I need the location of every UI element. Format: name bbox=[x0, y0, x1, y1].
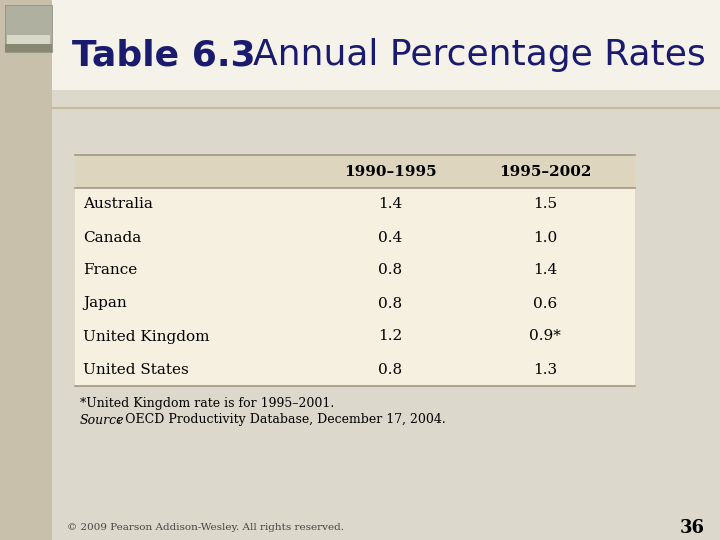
Bar bbox=[75, 353, 635, 386]
Text: 0.8: 0.8 bbox=[378, 362, 402, 376]
Text: 1995–2002: 1995–2002 bbox=[499, 165, 591, 179]
Text: Canada: Canada bbox=[83, 231, 141, 245]
Text: © 2009 Pearson Addison-Wesley. All rights reserved.: © 2009 Pearson Addison-Wesley. All right… bbox=[67, 523, 344, 532]
Text: 0.8: 0.8 bbox=[378, 264, 402, 278]
Bar bbox=[75, 155, 635, 188]
Bar bbox=[75, 287, 635, 320]
Text: Source: Source bbox=[80, 414, 125, 427]
Text: 0.6: 0.6 bbox=[533, 296, 557, 310]
Text: 1.4: 1.4 bbox=[378, 198, 402, 212]
Bar bbox=[5, 5, 52, 52]
Bar bbox=[7, 35, 50, 50]
Bar bbox=[75, 221, 635, 254]
Text: France: France bbox=[83, 264, 138, 278]
Bar bbox=[75, 254, 635, 287]
Text: 1.4: 1.4 bbox=[533, 264, 557, 278]
Bar bbox=[75, 188, 635, 221]
Text: 0.4: 0.4 bbox=[378, 231, 402, 245]
Text: 1.3: 1.3 bbox=[533, 362, 557, 376]
Text: 0.8: 0.8 bbox=[378, 296, 402, 310]
Text: Table 6.3: Table 6.3 bbox=[72, 38, 256, 72]
Text: 1.5: 1.5 bbox=[533, 198, 557, 212]
Bar bbox=[75, 320, 635, 353]
Text: 36: 36 bbox=[680, 519, 705, 537]
Text: 1990–1995: 1990–1995 bbox=[343, 165, 436, 179]
Text: Australia: Australia bbox=[83, 198, 153, 212]
Text: 0.9*: 0.9* bbox=[529, 329, 561, 343]
Bar bbox=[52, 0, 720, 90]
Text: 1.2: 1.2 bbox=[378, 329, 402, 343]
Text: United Kingdom: United Kingdom bbox=[83, 329, 210, 343]
Text: Annual Percentage Rates: Annual Percentage Rates bbox=[230, 38, 706, 72]
Text: Japan: Japan bbox=[83, 296, 127, 310]
Bar bbox=[5, 44, 52, 52]
Text: *United Kingdom rate is for 1995–2001.: *United Kingdom rate is for 1995–2001. bbox=[80, 397, 334, 410]
Text: United States: United States bbox=[83, 362, 189, 376]
Text: : OECD Productivity Database, December 17, 2004.: : OECD Productivity Database, December 1… bbox=[117, 414, 446, 427]
Text: 1.0: 1.0 bbox=[533, 231, 557, 245]
Bar bbox=[0, 0, 52, 540]
